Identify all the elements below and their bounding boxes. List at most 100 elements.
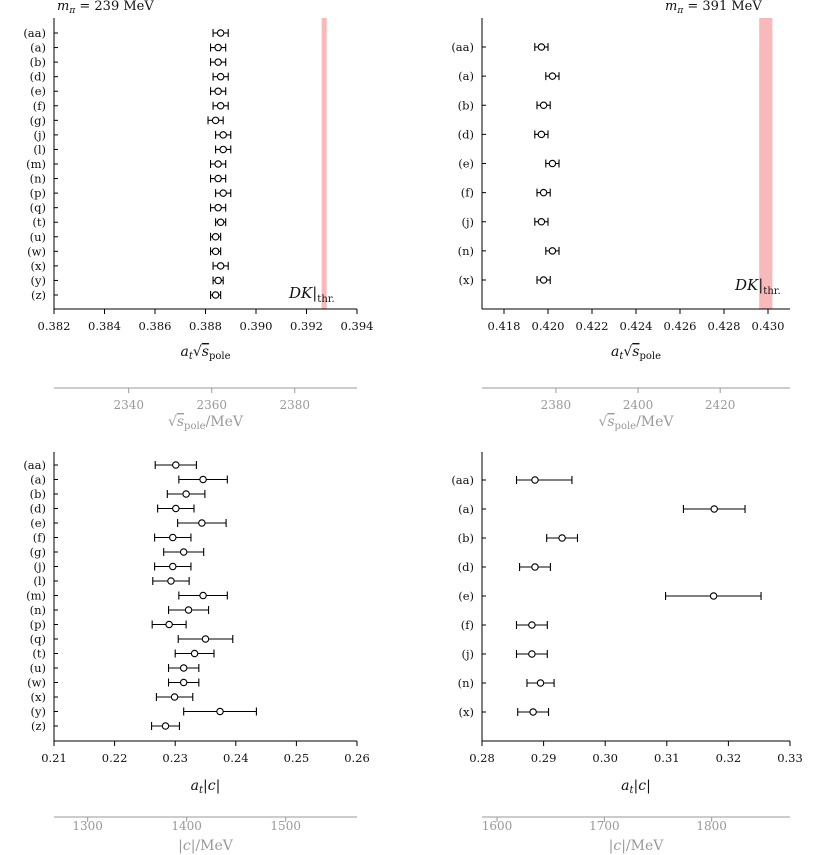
data-point xyxy=(214,58,222,66)
category-label: (a) xyxy=(30,41,46,55)
data-point xyxy=(211,247,220,256)
secondary-tick-label: 1300 xyxy=(72,819,103,833)
category-label: (j) xyxy=(461,215,474,229)
data-point xyxy=(216,262,225,270)
data-point xyxy=(548,247,557,255)
category-label: (n) xyxy=(458,244,474,258)
data-point xyxy=(214,203,222,212)
secondary-tick-label: 2380 xyxy=(279,398,310,412)
x-tick-label: 0.22 xyxy=(102,751,128,765)
category-label: (a) xyxy=(458,502,474,516)
category-label: (x) xyxy=(459,705,474,719)
x-tick-label: 0.31 xyxy=(654,751,680,765)
category-label: (d) xyxy=(458,560,474,574)
category-label: (b) xyxy=(30,487,46,501)
category-label: (e) xyxy=(458,157,474,171)
secondary-axis-label: |c|/MeV xyxy=(609,838,665,854)
secondary-tick-label: 2420 xyxy=(705,398,736,412)
data-point xyxy=(548,72,557,80)
category-label: (aa) xyxy=(451,473,474,487)
data-point xyxy=(528,650,536,658)
category-label: (y) xyxy=(31,705,46,719)
secondary-tick-label: 1500 xyxy=(270,819,301,833)
data-point xyxy=(211,233,220,241)
data-point xyxy=(539,188,548,197)
data-point xyxy=(198,519,206,527)
category-label: (j) xyxy=(33,128,46,142)
category-label: (g) xyxy=(30,545,46,559)
category-label: (j) xyxy=(33,560,46,574)
x-tick-label: 0.424 xyxy=(620,319,653,333)
data-point xyxy=(219,189,227,197)
data-point xyxy=(709,592,718,600)
data-point xyxy=(201,635,210,643)
x-tick-label: 0.418 xyxy=(488,319,521,333)
x-tick-label: 0.386 xyxy=(139,319,172,333)
x-tick-label: 0.422 xyxy=(576,319,609,333)
data-point xyxy=(179,678,188,687)
x-axis-label: at|c| xyxy=(621,778,651,796)
data-point xyxy=(216,29,225,37)
secondary-tick-label: 2380 xyxy=(541,398,572,412)
secondary-axis-label: √spole/MeV xyxy=(598,414,674,432)
category-label: (a) xyxy=(458,69,474,83)
data-point xyxy=(190,649,199,658)
data-point xyxy=(558,534,566,542)
data-point xyxy=(214,276,222,285)
category-label: (n) xyxy=(458,676,474,690)
threshold-band xyxy=(321,18,327,309)
category-label: (m) xyxy=(26,157,46,171)
x-tick-label: 0.392 xyxy=(290,319,323,333)
category-label: (x) xyxy=(31,259,46,273)
data-point xyxy=(531,563,539,571)
data-point xyxy=(214,87,222,95)
category-label: (aa) xyxy=(23,458,46,472)
category-label: (l) xyxy=(33,574,46,588)
secondary-tick-label: 1400 xyxy=(171,819,202,833)
data-point xyxy=(529,708,537,716)
data-point xyxy=(216,102,225,110)
category-label: (b) xyxy=(458,98,474,112)
data-point xyxy=(172,461,180,469)
data-point xyxy=(182,490,190,498)
data-point xyxy=(199,591,207,600)
x-tick-label: 0.26 xyxy=(344,751,370,765)
data-point xyxy=(211,116,220,125)
data-point xyxy=(548,159,557,168)
chart-panel-bl: 0.21 0.22 0.23 0.24 0.25 0.26 (aa)(a)(b)(d)(e)… xyxy=(23,452,370,854)
secondary-tick-label: 1600 xyxy=(482,819,513,833)
x-tick-label: 0.426 xyxy=(664,319,697,333)
chart-panel-br: 0.28 0.29 0.30 0.31 0.32 0.33 (aa) (a) (b) (d) (e)… xyxy=(451,452,803,854)
data-point xyxy=(179,548,188,556)
x-tick-label: 0.388 xyxy=(189,319,222,333)
data-point xyxy=(169,533,177,542)
category-label: (b) xyxy=(458,531,474,545)
category-label: (l) xyxy=(33,142,46,156)
secondary-tick-label: 1800 xyxy=(696,819,727,833)
data-point xyxy=(216,218,225,226)
secondary-tick-label: 2340 xyxy=(113,398,144,412)
secondary-axis-label: √spole/MeV xyxy=(168,414,244,432)
x-tick-label: 0.29 xyxy=(531,751,557,765)
data-point xyxy=(539,101,548,110)
chart-panel-tr: 0.418 0.420 0.422 0.424 0.426 0.428 0.430 (aa) (… xyxy=(451,0,790,432)
data-point xyxy=(216,707,224,716)
category-label: (p) xyxy=(30,186,46,200)
category-label: (j) xyxy=(461,647,474,661)
category-label: (f) xyxy=(33,531,46,545)
data-point xyxy=(167,577,175,585)
x-tick-label: 0.28 xyxy=(469,751,495,765)
category-label: (a) xyxy=(30,473,46,487)
category-label: (aa) xyxy=(451,40,474,54)
data-point xyxy=(199,475,207,484)
category-label: (f) xyxy=(33,99,46,113)
x-tick-label: 0.384 xyxy=(88,319,121,333)
category-label: (d) xyxy=(30,502,46,516)
category-label: (e) xyxy=(30,516,46,530)
data-point xyxy=(214,174,222,183)
data-point xyxy=(710,505,718,513)
category-label: (n) xyxy=(30,172,46,186)
x-tick-label: 0.24 xyxy=(223,751,249,765)
secondary-tick-label: 2360 xyxy=(196,398,227,412)
